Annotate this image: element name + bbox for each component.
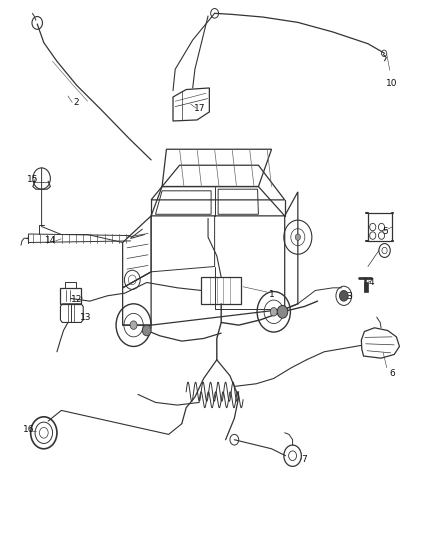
Text: 16: 16 — [23, 425, 34, 433]
Text: 4: 4 — [369, 278, 374, 287]
Text: 13: 13 — [80, 313, 91, 321]
Text: 14: 14 — [45, 237, 56, 245]
Text: 2: 2 — [74, 98, 79, 107]
Text: 5: 5 — [382, 228, 389, 236]
Text: 1: 1 — [268, 290, 275, 298]
Bar — [368, 213, 392, 241]
Bar — [364, 282, 368, 292]
Bar — [201, 277, 241, 304]
Circle shape — [339, 290, 348, 301]
Circle shape — [142, 325, 151, 336]
Circle shape — [270, 308, 277, 316]
Text: 15: 15 — [27, 175, 39, 184]
Text: 12: 12 — [71, 295, 82, 304]
Circle shape — [130, 321, 137, 329]
Circle shape — [277, 305, 288, 318]
Bar — [65, 282, 76, 288]
Bar — [60, 288, 81, 304]
Text: 3: 3 — [346, 293, 353, 301]
Text: 6: 6 — [389, 369, 395, 377]
Text: 17: 17 — [194, 104, 205, 112]
Circle shape — [295, 234, 300, 240]
Text: 7: 7 — [301, 455, 307, 464]
Text: 10: 10 — [386, 79, 398, 88]
